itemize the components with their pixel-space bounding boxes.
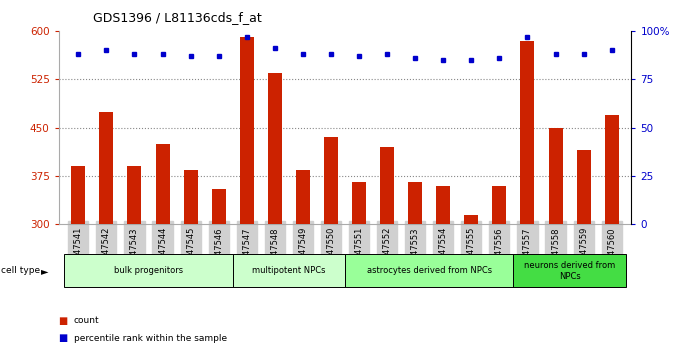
Bar (99, 111, 113, 224)
Bar (233, 254, 345, 287)
Bar (128, 166, 141, 224)
Bar (64, 254, 233, 287)
Bar (345, 254, 513, 287)
Text: ■: ■ (59, 316, 71, 326)
Bar (513, 254, 626, 287)
Bar (352, 183, 366, 224)
Bar (155, 144, 170, 224)
Text: cell type: cell type (1, 266, 41, 275)
Bar (604, 115, 619, 224)
Bar (380, 147, 394, 224)
Text: count: count (74, 316, 99, 325)
Bar (549, 128, 562, 224)
Bar (268, 73, 282, 224)
Text: neurons derived from
NPCs: neurons derived from NPCs (524, 261, 615, 280)
Text: multipotent NPCs: multipotent NPCs (252, 266, 326, 275)
Text: percentile rank within the sample: percentile rank within the sample (74, 334, 227, 343)
Bar (493, 186, 506, 224)
Bar (408, 183, 422, 224)
Bar (184, 169, 197, 224)
Bar (324, 137, 338, 224)
Bar (520, 41, 535, 224)
Bar (577, 150, 591, 224)
Text: ►: ► (41, 266, 49, 276)
Text: GDS1396 / L81136cds_f_at: GDS1396 / L81136cds_f_at (93, 11, 262, 24)
Bar (71, 166, 86, 224)
Bar (296, 169, 310, 224)
Bar (436, 186, 451, 224)
Text: astrocytes derived from NPCs: astrocytes derived from NPCs (366, 266, 492, 275)
Text: bulk progenitors: bulk progenitors (114, 266, 183, 275)
Bar (239, 38, 254, 224)
Bar (212, 189, 226, 224)
Bar (464, 215, 478, 224)
Text: ■: ■ (59, 333, 71, 343)
